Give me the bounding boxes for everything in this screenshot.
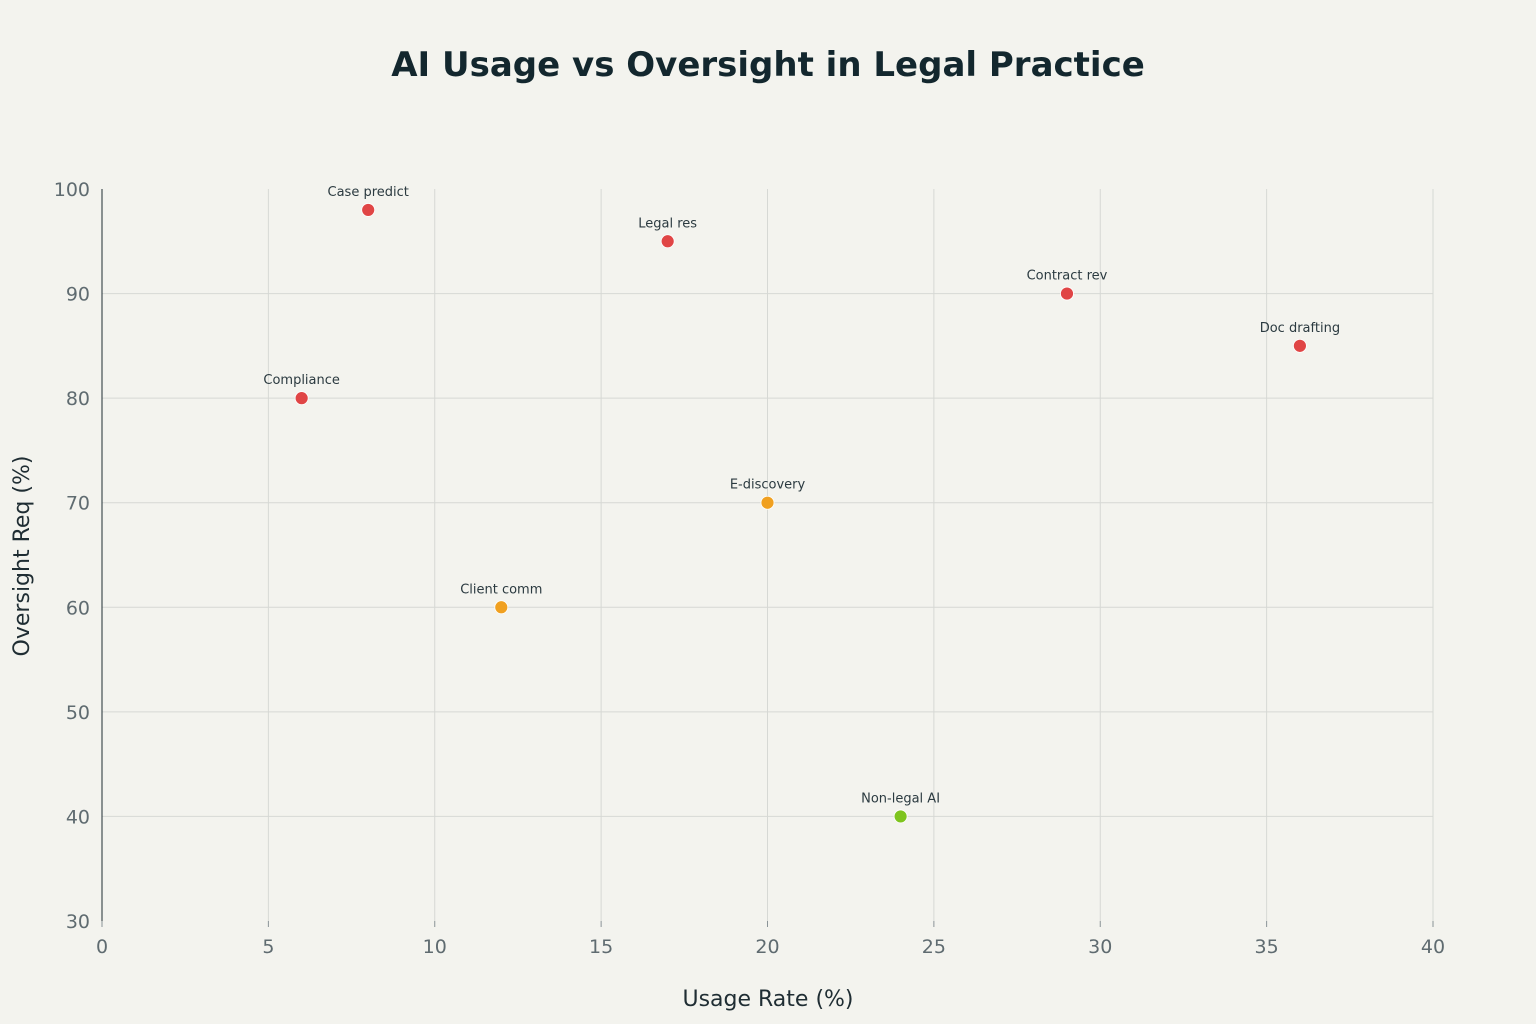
y-tick-label: 60	[66, 597, 90, 619]
x-tick-label: 40	[1421, 936, 1445, 958]
x-axis-title: Usage Rate (%)	[682, 987, 853, 1012]
data-point-label: E-discovery	[730, 478, 806, 493]
y-tick-label: 40	[66, 806, 90, 828]
data-point-label: Doc drafting	[1260, 321, 1340, 336]
x-tick-label: 15	[589, 936, 613, 958]
data-point-label: Non-legal AI	[861, 791, 940, 806]
chart-title: AI Usage vs Oversight in Legal Practice	[391, 45, 1145, 85]
tick-labels: 0 5 10 15 20 25 30 35 40 30 40 50 60 70 80 90 100	[54, 179, 1445, 958]
x-tick-label: 5	[262, 936, 274, 958]
y-tick-label: 50	[66, 702, 90, 724]
x-tick-label: 20	[755, 936, 779, 958]
data-point-label: Compliance	[263, 373, 340, 388]
data-point[interactable]	[1293, 338, 1307, 353]
data-point[interactable]	[494, 600, 509, 615]
data-point[interactable]	[760, 495, 775, 510]
y-tick-label: 90	[66, 284, 90, 306]
y-tick-label: 70	[66, 493, 90, 515]
data-point[interactable]	[660, 234, 675, 249]
y-tick-label: 30	[66, 911, 90, 933]
y-axis-title: Oversight Req (%)	[10, 456, 35, 657]
x-tick-label: 10	[423, 936, 447, 958]
x-tick-label: 35	[1255, 936, 1279, 958]
y-tick-label: 80	[66, 388, 90, 410]
grid-layer	[102, 189, 1434, 921]
x-tick-label: 30	[1088, 936, 1112, 958]
data-point-label: Case predict	[328, 185, 409, 200]
data-point[interactable]	[893, 809, 908, 824]
data-point[interactable]	[361, 203, 376, 217]
data-points: Case predict Legal res Contract rev Doc dra…	[263, 185, 1340, 824]
data-point[interactable]	[1060, 286, 1074, 301]
x-tick-label: 0	[96, 936, 108, 958]
data-point-label: Contract rev	[1027, 269, 1108, 284]
x-tick-label: 25	[922, 936, 946, 958]
data-point-label: Legal res	[638, 216, 697, 231]
axis-layer	[101, 189, 1434, 927]
data-point[interactable]	[294, 391, 309, 406]
y-tick-label: 100	[54, 179, 90, 201]
data-point-label: Client comm	[460, 582, 542, 597]
